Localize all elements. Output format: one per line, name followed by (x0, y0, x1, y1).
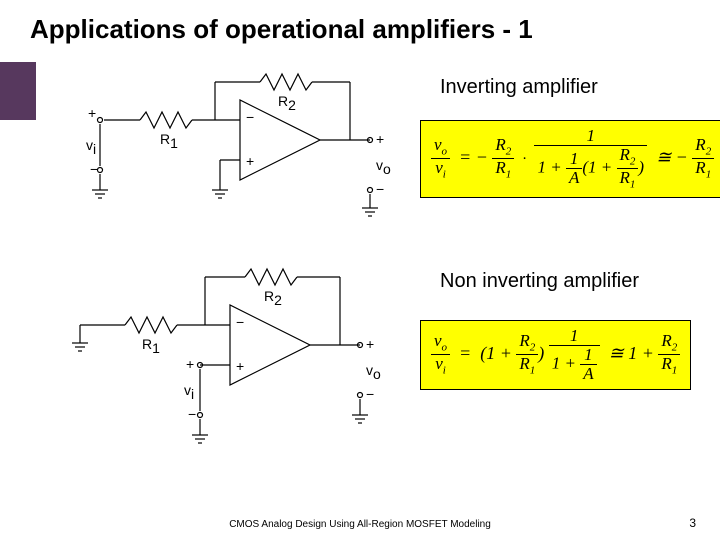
svg-text:−: − (366, 386, 374, 402)
svg-text:+: + (246, 153, 254, 169)
svg-text:+: + (236, 358, 244, 374)
svg-text:vi: vi (184, 382, 194, 402)
slide: Applications of operational amplifiers -… (0, 0, 720, 540)
page-number: 3 (689, 516, 696, 530)
label-inverting: Inverting amplifier (440, 76, 598, 99)
diagram-noninverting: − + + − + − R1 R2 vi vo (40, 265, 400, 475)
svg-text:−: − (90, 161, 98, 177)
diagram-inverting: − + + − + − vi R1 R2 vo (70, 70, 410, 260)
label-noninverting: Non inverting amplifier (440, 270, 639, 293)
svg-text:R1: R1 (160, 131, 178, 151)
svg-text:−: − (376, 181, 384, 197)
svg-text:+: + (186, 356, 194, 372)
equation-inverting: vo vi = − R2 R1 · 1 1 + 1A(1 + R2R1) ≅ −… (420, 120, 720, 198)
page-title: Applications of operational amplifiers -… (30, 14, 700, 45)
svg-text:+: + (88, 105, 96, 121)
svg-text:R2: R2 (278, 93, 296, 113)
svg-text:R2: R2 (264, 288, 282, 308)
svg-text:−: − (246, 109, 254, 125)
equation-noninverting: vo vi = (1 + R2 R1 ) 1 1 + 1A ≅ 1 + R2 R… (420, 320, 691, 390)
svg-text:R1: R1 (142, 336, 160, 356)
svg-text:+: + (376, 131, 384, 147)
svg-text:−: − (188, 406, 196, 422)
svg-text:−: − (236, 314, 244, 330)
accent-bar (0, 62, 36, 120)
footer-text: CMOS Analog Design Using All-Region MOSF… (0, 519, 720, 530)
svg-text:vo: vo (376, 157, 391, 177)
svg-text:+: + (366, 336, 374, 352)
svg-text:vi: vi (86, 137, 96, 157)
svg-text:vo: vo (366, 362, 381, 382)
